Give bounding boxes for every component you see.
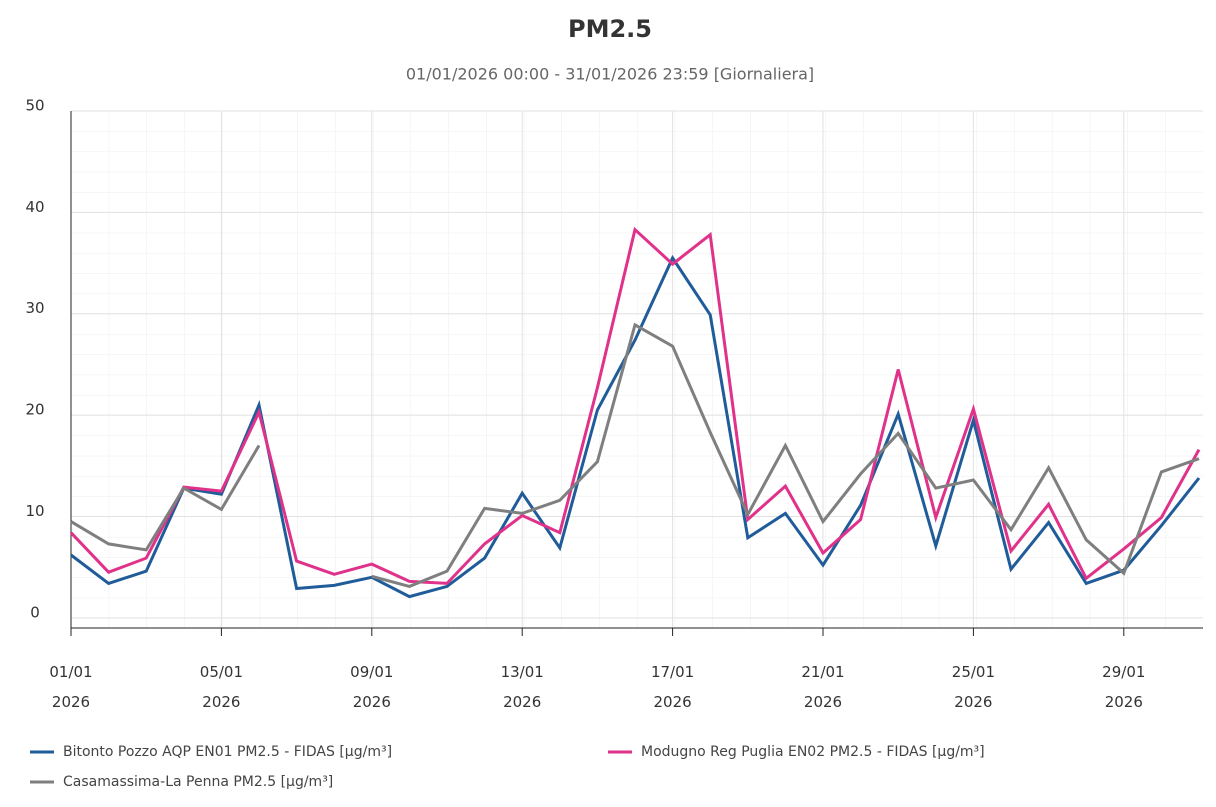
x-tick-label-line: 2026	[804, 693, 842, 711]
legend-label: Casamassima-La Penna PM2.5 [µg/m³]	[63, 774, 333, 790]
x-tick-label-line: 2026	[1105, 693, 1143, 711]
y-tick-label: 10	[25, 502, 44, 520]
legend-label: Modugno Reg Puglia EN02 PM2.5 - FIDAS [µ…	[641, 744, 985, 760]
x-tick-label-line: 2026	[954, 693, 992, 711]
x-tick-label: 01/01 2026	[49, 663, 92, 711]
x-tick-label-line: 05/01	[200, 663, 243, 681]
legend-label: Bitonto Pozzo AQP EN01 PM2.5 - FIDAS [µg…	[63, 744, 392, 760]
y-tick-label: 0	[30, 603, 40, 621]
x-tick-label-line: 2026	[353, 693, 391, 711]
x-tick-label-line: 2026	[654, 693, 692, 711]
y-tick-label: 30	[25, 299, 44, 317]
y-tick-label: 20	[25, 401, 44, 419]
x-tick-label-line: 01/01	[49, 663, 92, 681]
x-tick-label-line: 2026	[503, 693, 541, 711]
series-line	[70, 322, 1200, 588]
x-tick-label: 09/01 2026	[350, 663, 393, 711]
x-tick-label: 17/01 2026	[651, 663, 694, 711]
x-tick-label: 25/01 2026	[952, 663, 995, 711]
y-tick-label: 40	[25, 198, 44, 216]
x-tick-label: 05/01 2026	[200, 663, 243, 711]
x-tick-label-line: 13/01	[501, 663, 544, 681]
chart-subtitle: 01/01/2026 00:00 - 31/01/2026 23:59 [Gio…	[406, 65, 814, 84]
chart-title: PM2.5	[568, 15, 652, 43]
minor-grid	[71, 111, 1203, 628]
series-line	[69, 226, 1201, 585]
x-tick-label-line: 29/01	[1102, 663, 1145, 681]
x-tick-label-line: 2026	[52, 693, 90, 711]
x-tick-label: 29/01 2026	[1102, 663, 1145, 711]
x-tick-label-line: 17/01	[651, 663, 694, 681]
x-tick-label-line: 09/01	[350, 663, 393, 681]
x-tick-label: 13/01 2026	[501, 663, 544, 711]
x-tick-label-line: 21/01	[801, 663, 844, 681]
series-line	[70, 254, 1201, 599]
x-tick-label-line: 2026	[202, 693, 240, 711]
x-tick-label-line: 25/01	[952, 663, 995, 681]
y-tick-label: 50	[25, 97, 44, 115]
x-tick-label: 21/01 2026	[801, 663, 844, 711]
